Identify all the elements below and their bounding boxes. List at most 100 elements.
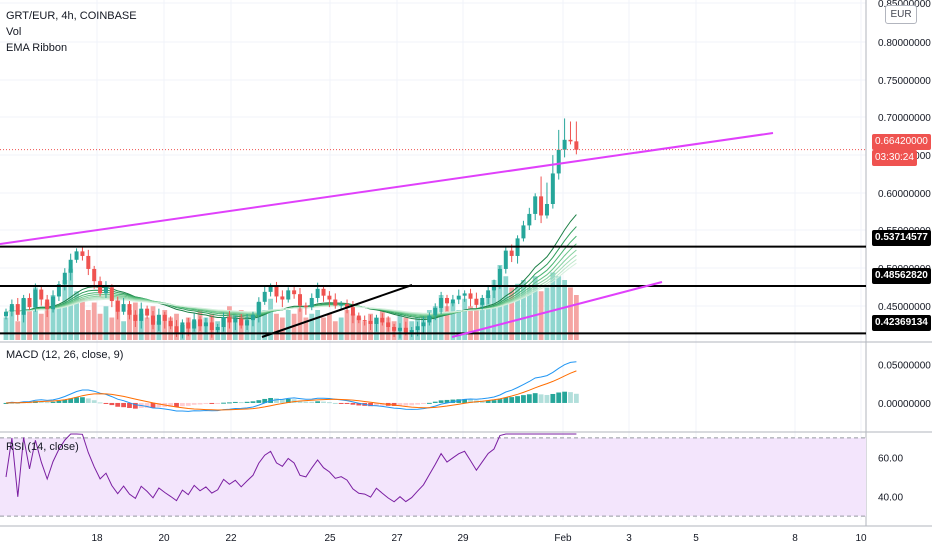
candle-body — [86, 255, 91, 269]
volume-bar — [485, 295, 491, 340]
volume-bar — [468, 306, 473, 340]
volume-bar — [262, 310, 268, 340]
level-tag-2: 0.48562820 — [872, 268, 931, 284]
macd-histogram-bar — [438, 400, 444, 403]
candle-body — [298, 294, 302, 306]
volume-bar — [474, 310, 479, 340]
candle-body — [292, 290, 297, 295]
candle-body — [421, 322, 426, 327]
volume-bar — [327, 313, 332, 340]
time-tick-label: 20 — [158, 533, 170, 544]
volume-bar — [538, 291, 544, 340]
macd-histogram-bar — [562, 391, 567, 403]
candle-body — [427, 315, 432, 323]
macd-histogram-bar — [279, 398, 285, 403]
time-tick-label: 10 — [855, 533, 867, 544]
candle-body — [127, 304, 132, 315]
time-tick-label: 5 — [693, 533, 699, 544]
volume-bar — [274, 313, 279, 340]
candle-body — [386, 322, 391, 328]
macd-histogram-bar — [180, 402, 185, 407]
volume-bar — [44, 302, 50, 340]
time-axis[interactable]: 18 20 22 25 27 29 Feb 3 5 8 10 — [91, 533, 867, 544]
macd-histogram-bar — [62, 399, 68, 403]
currency-button[interactable]: EUR — [885, 5, 917, 24]
macd-histogram-bar — [103, 402, 109, 404]
price-tick-label: 0.75000000 — [878, 76, 931, 87]
volume-bar — [515, 283, 520, 340]
macd-histogram-bar — [573, 393, 579, 403]
candle-body — [262, 291, 267, 302]
candle-body — [392, 327, 397, 331]
candle-body — [168, 320, 173, 327]
candle-body — [162, 314, 167, 321]
rsi-pane — [5, 433, 577, 503]
symbol-title[interactable]: GRT/EUR, 4h, COINBASE — [6, 10, 137, 22]
macd-histogram-bar — [121, 402, 126, 408]
volume-bar — [491, 280, 497, 340]
volume-bar — [568, 287, 573, 340]
volume-bar — [3, 317, 9, 340]
horizontal-levels[interactable] — [0, 149, 866, 335]
countdown-tag: 03:30:24 — [872, 150, 917, 166]
macd-pane — [3, 361, 579, 412]
macd-histogram-bar — [15, 402, 21, 404]
volume-bar — [9, 306, 15, 340]
volume-bar — [74, 291, 79, 340]
volume-bar — [356, 317, 362, 340]
macd-legend[interactable]: MACD (12, 26, close, 9) — [6, 349, 124, 361]
trendlines[interactable] — [0, 132, 774, 338]
candle-body — [15, 304, 20, 315]
candle-body — [9, 304, 14, 312]
macd-histogram-bar — [397, 402, 403, 406]
macd-histogram-bar — [491, 400, 497, 403]
candle-body — [174, 326, 179, 333]
volume-bar — [144, 317, 150, 340]
macd-histogram-bar — [174, 402, 179, 407]
candle-body — [186, 322, 191, 329]
volume-bar — [121, 321, 126, 340]
macd-histogram-bar — [321, 401, 326, 403]
volume-bar — [250, 313, 256, 340]
macd-histogram-bar — [497, 399, 503, 403]
volume-bar — [91, 302, 97, 340]
volume-bar — [456, 310, 462, 340]
rsi-legend[interactable]: RSI (14, close) — [6, 441, 79, 453]
volume-bar — [27, 310, 32, 340]
rsi-tick-label: 60.00 — [878, 453, 903, 464]
macd-histogram-bar — [156, 402, 162, 408]
macd-histogram-bar — [532, 393, 538, 403]
price-tick-label: 0.80000000 — [878, 38, 931, 49]
macd-histogram-bar — [327, 402, 332, 404]
candle-body — [345, 304, 350, 308]
candle-body — [368, 320, 373, 324]
candle-body — [151, 315, 155, 325]
level-tag-1: 0.53714577 — [872, 230, 931, 246]
macd-histogram-bar — [68, 398, 74, 403]
candle-body — [256, 301, 261, 315]
macd-histogram-bar — [250, 401, 256, 403]
macd-histogram-bar — [221, 402, 226, 404]
macd-histogram-bar — [485, 400, 491, 403]
volume-bar — [462, 298, 468, 340]
price-axis[interactable]: 0.850000000.800000000.750000000.70000000… — [878, 0, 931, 504]
candle-body — [397, 327, 402, 331]
volume-indicator-label[interactable]: Vol — [6, 26, 22, 38]
macd-histogram-bar — [332, 402, 338, 404]
volume-bar — [573, 295, 579, 340]
lower-channel-trendline — [451, 281, 663, 338]
ema-ribbon-indicator-label[interactable]: EMA Ribbon — [6, 42, 68, 54]
candle-body — [568, 139, 573, 142]
price-tick-label: 0.70000000 — [878, 113, 931, 124]
candle-body — [409, 330, 414, 333]
candle-body — [315, 288, 320, 298]
signal-line — [5, 370, 577, 411]
candle-body — [33, 289, 38, 308]
macd-histogram-bar — [197, 402, 203, 405]
support-trendline — [261, 284, 413, 338]
macd-line — [5, 361, 577, 412]
rsi-band-fill — [0, 437, 866, 517]
macd-histogram-bar — [3, 402, 9, 404]
macd-histogram-bar — [521, 395, 526, 403]
